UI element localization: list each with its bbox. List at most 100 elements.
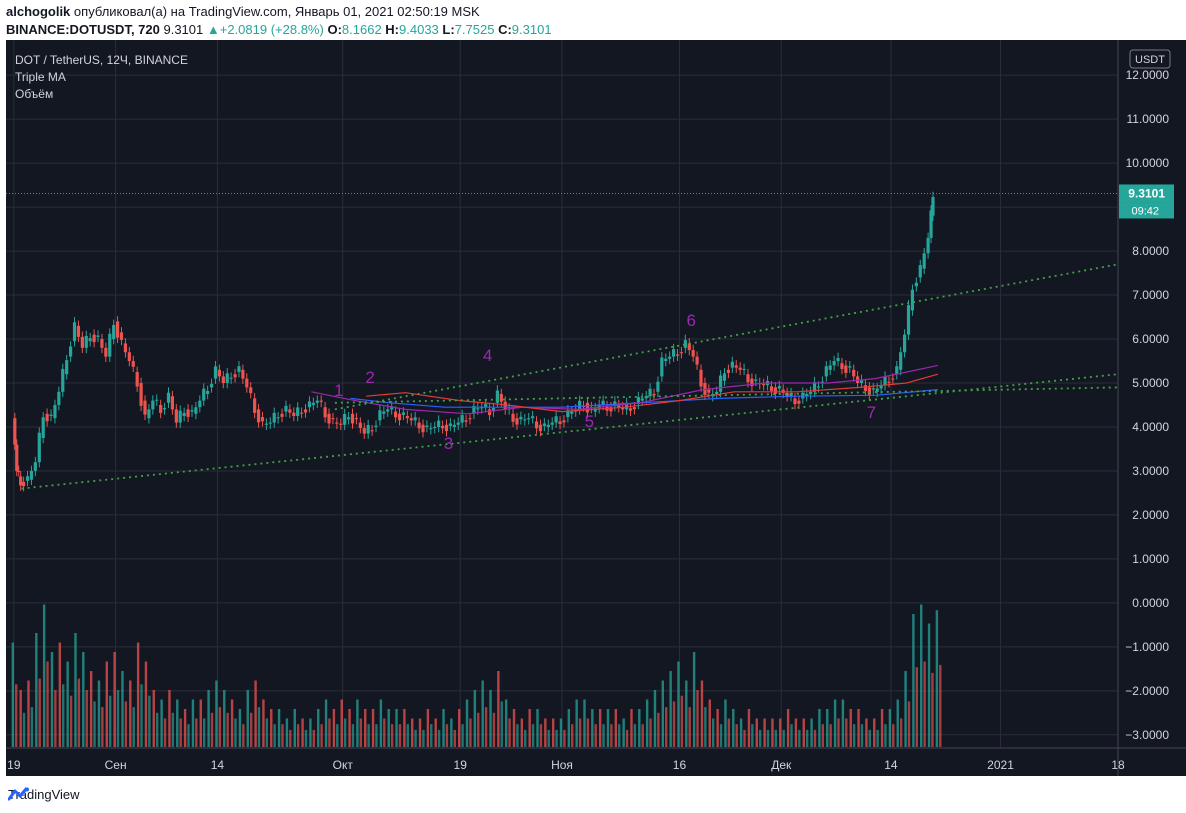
- volume-bar: [328, 718, 331, 747]
- wave-label: 4: [483, 346, 492, 365]
- candle-body: [162, 408, 167, 410]
- open-value: 8.1662: [341, 22, 382, 37]
- candle-body: [343, 414, 347, 425]
- candle-body: [249, 387, 253, 394]
- volume-bar: [594, 724, 597, 747]
- volume-bar: [727, 718, 731, 747]
- volume-bar: [152, 690, 155, 747]
- volume-bar: [544, 718, 547, 747]
- volume-bar: [610, 724, 613, 747]
- candle-body: [151, 400, 155, 410]
- volume-bar: [661, 680, 665, 747]
- volume-bar: [38, 678, 41, 747]
- y-tick-label: 12.0000: [1126, 68, 1170, 82]
- volume-bar: [62, 684, 65, 747]
- volume-bar: [649, 718, 652, 747]
- legend-title[interactable]: DOT / TetherUS, 12Ч, BINANCE: [15, 53, 188, 67]
- volume-bar: [406, 724, 409, 747]
- volume-bar: [85, 690, 88, 747]
- candle-body: [636, 397, 640, 404]
- ma-slow-line: [350, 389, 938, 408]
- volume-bar: [54, 690, 57, 747]
- candle-body: [593, 408, 597, 412]
- legend-volume[interactable]: Объём: [15, 87, 54, 101]
- volume-bar: [257, 707, 261, 747]
- candle-body: [127, 352, 131, 362]
- volume-bar: [567, 709, 571, 747]
- y-tick-label: 8.0000: [1132, 244, 1169, 258]
- volume-bar: [262, 699, 265, 747]
- volume-bar: [249, 712, 253, 747]
- volume-bar: [230, 699, 234, 747]
- volume-bar: [539, 724, 543, 747]
- volume-bar: [136, 642, 140, 747]
- candle-body: [69, 346, 73, 357]
- candle-body: [664, 358, 668, 362]
- author-name[interactable]: alchogolik: [6, 4, 71, 19]
- candle-body: [429, 428, 433, 430]
- candle-body: [609, 407, 613, 412]
- y-tick-label: 11.0000: [1127, 112, 1170, 126]
- candle-body: [562, 420, 566, 423]
- candle-body: [687, 343, 691, 351]
- volume-bar: [700, 680, 704, 747]
- volume-bar: [97, 680, 101, 747]
- y-tick-label: 3.0000: [1132, 464, 1169, 478]
- wave-label: 6: [686, 311, 695, 330]
- candle-body: [202, 388, 206, 401]
- volume-bar: [289, 729, 292, 747]
- candle-body: [515, 418, 519, 425]
- volume-bar: [524, 729, 527, 747]
- price-chart[interactable]: 12.000011.000010.00009.00008.00007.00006…: [6, 40, 1186, 776]
- candle-body: [495, 390, 499, 403]
- volume-bar: [320, 724, 323, 747]
- volume-bar: [129, 680, 132, 747]
- volume-bar: [132, 707, 135, 747]
- candle-body: [382, 411, 386, 414]
- candle-body: [875, 388, 879, 392]
- tradingview-logo-icon: [8, 787, 29, 801]
- candle-body: [448, 423, 453, 426]
- candle-body: [80, 336, 84, 348]
- candle-body: [29, 470, 34, 480]
- candle-body: [155, 399, 159, 401]
- candle-body: [413, 417, 417, 421]
- candle-body: [13, 418, 17, 445]
- x-tick-label: 14: [211, 758, 225, 772]
- volume-bar: [920, 604, 923, 747]
- last-price: 9.3101: [163, 22, 204, 37]
- candle-body: [139, 383, 143, 406]
- volume-bar: [622, 718, 625, 747]
- candle-body: [178, 410, 182, 423]
- volume-bar: [915, 667, 918, 747]
- volume-bar: [418, 718, 422, 747]
- legend-triple-ma[interactable]: Triple MA: [15, 70, 66, 84]
- volume-bar: [618, 724, 621, 747]
- volume-bar: [105, 661, 109, 747]
- volume-bar: [837, 718, 840, 747]
- chart-area[interactable]: 12.000011.000010.00009.00008.00007.00006…: [6, 40, 1186, 776]
- volume-bar: [422, 729, 425, 747]
- candle-body: [92, 334, 96, 343]
- candle-body: [405, 415, 409, 419]
- tradingview-brand[interactable]: TradingView: [8, 787, 80, 802]
- candle-body: [570, 411, 574, 414]
- candle-body: [350, 413, 355, 424]
- volume-bar: [113, 652, 116, 747]
- candle-body: [931, 196, 935, 216]
- high-label: H:: [385, 22, 400, 37]
- candle-body: [374, 425, 378, 427]
- candle-body: [652, 394, 656, 396]
- candle-body: [225, 373, 229, 384]
- volume-bar: [633, 724, 637, 747]
- volume-bar: [849, 709, 852, 747]
- volume-bar: [755, 718, 758, 747]
- trendline: [334, 263, 1119, 411]
- candle-body: [832, 361, 836, 366]
- candle-body: [836, 357, 840, 362]
- candle-body: [644, 396, 648, 399]
- candle-body: [683, 339, 687, 348]
- candle-body: [824, 366, 828, 377]
- candle-body: [96, 335, 100, 337]
- candle-body: [276, 417, 280, 419]
